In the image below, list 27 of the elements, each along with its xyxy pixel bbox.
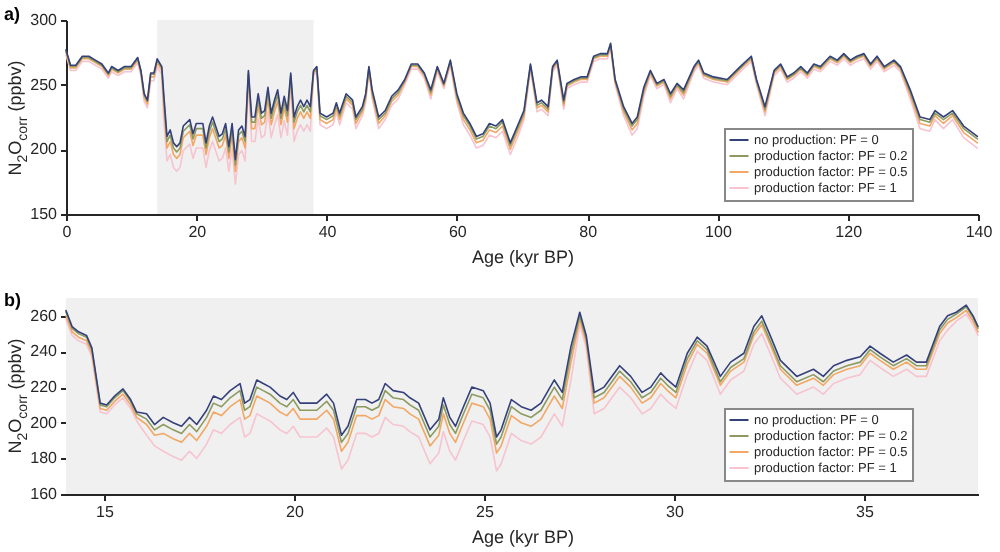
y-tick-label: 150 <box>30 205 59 223</box>
x-tick-label: 100 <box>705 223 733 241</box>
x-tick-label: 140 <box>965 223 994 241</box>
chart-title: b) <box>4 290 21 310</box>
chart-title: a) <box>4 4 21 24</box>
x-tick-label: 20 <box>188 223 208 241</box>
x-tick-label: 15 <box>96 503 115 521</box>
x-tick-label: 20 <box>286 503 305 521</box>
x-axis-title: Age (kyr BP) <box>471 527 575 547</box>
x-tick-label: 80 <box>579 223 599 241</box>
x-tick-label: 0 <box>62 223 73 241</box>
y-tick-label: 250 <box>30 75 59 94</box>
y-tick-label: 160 <box>30 485 59 503</box>
x-axis-title: Age (kyr BP) <box>471 247 575 267</box>
x-tick-label: 60 <box>448 223 468 241</box>
y-tick-label: 180 <box>30 449 59 468</box>
x-tick-label: 40 <box>318 223 338 241</box>
y-tick-label: 240 <box>30 342 59 361</box>
y-tick-label: 260 <box>30 306 59 325</box>
x-tick-label: 120 <box>835 223 864 241</box>
x-tick-label: 35 <box>856 503 875 521</box>
y-tick-label: 200 <box>30 413 59 432</box>
y-tick-label: 220 <box>30 378 59 397</box>
x-tick-label: 25 <box>476 503 495 521</box>
y-tick-label: 300 <box>30 11 59 29</box>
y-tick-label: 200 <box>30 140 59 159</box>
x-tick-label: 30 <box>666 503 685 521</box>
